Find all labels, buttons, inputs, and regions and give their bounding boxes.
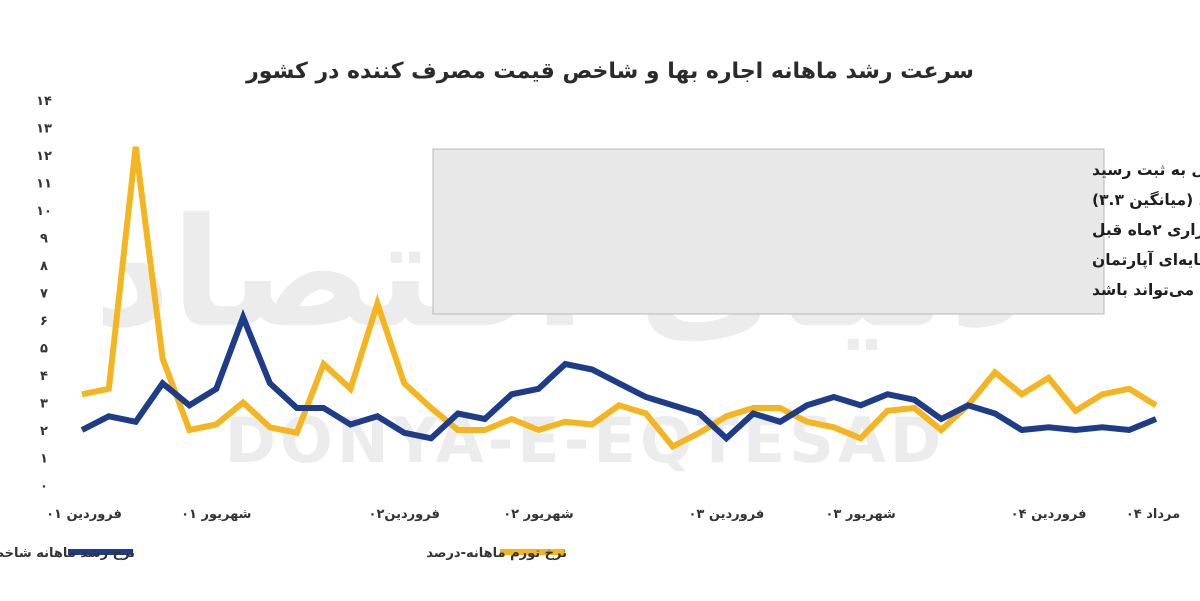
series-layer — [80, 146, 1158, 451]
legend-label-inflation: نرخ تورم ماهانه-درصد — [426, 546, 567, 561]
annotation-background — [432, 148, 1105, 315]
legend: نرخ رشد ماهانه شاخص اجاره مسکن در کشور- … — [0, 546, 567, 561]
x-tick-label: شهریور ۰۱ — [181, 507, 251, 522]
annotation-box: در ماه مرداد ۱۴۰۴ بالاترین تورم ماهانه ا… — [432, 148, 1200, 315]
series-line-rent — [80, 309, 1158, 443]
y-tick-label: ۱۰ — [36, 204, 52, 219]
annotation-line-5: ۳عامل این رخداد می‌تواند باشد — [1092, 281, 1200, 299]
y-tick-label: ۳ — [40, 397, 48, 412]
x-tick-label: فروردین ۰۱ — [46, 507, 122, 522]
y-tick-label: ۲ — [40, 424, 48, 439]
y-tick-label: ۴ — [40, 369, 48, 384]
annotation-line-4: و همچنین افت عرضه واحد اجاره‌ای ناشی از … — [1092, 250, 1200, 270]
y-tick-label: ۹ — [40, 232, 48, 247]
x-axis: فروردین ۰۱ شهریور ۰۱ فروردین۰۲ شهریور ۰۲ فرو… — [46, 507, 1180, 522]
y-tick-label: ۷ — [40, 287, 48, 302]
legend-label-rent: نرخ رشد ماهانه شاخص اجاره مسکن در کشور- … — [0, 546, 135, 561]
x-tick-label: فروردین۰۲ — [369, 507, 440, 522]
y-tick-label: ۱۱ — [36, 177, 52, 192]
y-tick-label: ۱۲ — [36, 149, 52, 164]
chart-title: سرعت رشد ماهانه اجاره بها و شاخص قیمت مص… — [245, 59, 974, 84]
x-tick-label: فروردین ۰۴ — [1011, 507, 1087, 522]
y-tick-label: ۱ — [40, 452, 48, 467]
series-line-inflation — [81, 146, 1158, 451]
x-tick-label: فروردین ۰۳ — [688, 507, 764, 522]
y-tick-label: ۸ — [40, 259, 48, 274]
x-tick-label: شهریور ۰۳ — [825, 507, 895, 522]
annotation-line-3: درکنار افزایش جابجایی‌ها در این ماه بخاط… — [1092, 221, 1200, 239]
y-tick-label: ۰ — [40, 479, 48, 494]
annotation-line-1: در ماه مرداد ۱۴۰۴ بالاترین تورم ماهانه ا… — [1092, 161, 1200, 179]
watermark-en: DONYA-E-EQTESAD — [225, 404, 946, 477]
x-tick-label: مرداد ۰۴ — [1126, 507, 1180, 522]
y-tick-label: ۶ — [40, 314, 48, 329]
annotation-line-2: سطح بالای تورم عمومی ماهانه طی ۵ ماه اول… — [1092, 190, 1200, 209]
y-tick-label: ۱۴ — [36, 94, 52, 109]
x-tick-label: شهریور ۰۲ — [503, 507, 573, 522]
y-tick-label: ۵ — [40, 342, 48, 357]
y-tick-label: ۱۳ — [36, 122, 52, 137]
